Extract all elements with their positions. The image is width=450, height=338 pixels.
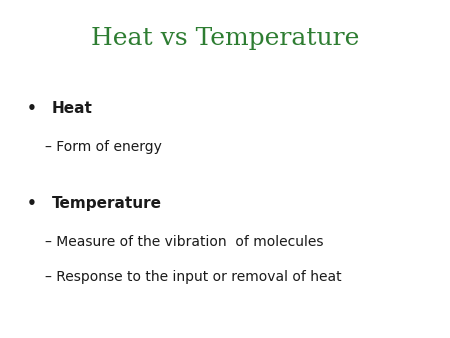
Text: – Measure of the vibration  of molecules: – Measure of the vibration of molecules: [45, 235, 324, 249]
Text: •: •: [27, 196, 37, 211]
Text: Temperature: Temperature: [52, 196, 162, 211]
Text: Heat vs Temperature: Heat vs Temperature: [91, 27, 359, 50]
Text: – Response to the input or removal of heat: – Response to the input or removal of he…: [45, 270, 342, 284]
Text: •: •: [27, 101, 37, 116]
Text: Heat: Heat: [52, 101, 93, 116]
Text: – Form of energy: – Form of energy: [45, 140, 162, 154]
